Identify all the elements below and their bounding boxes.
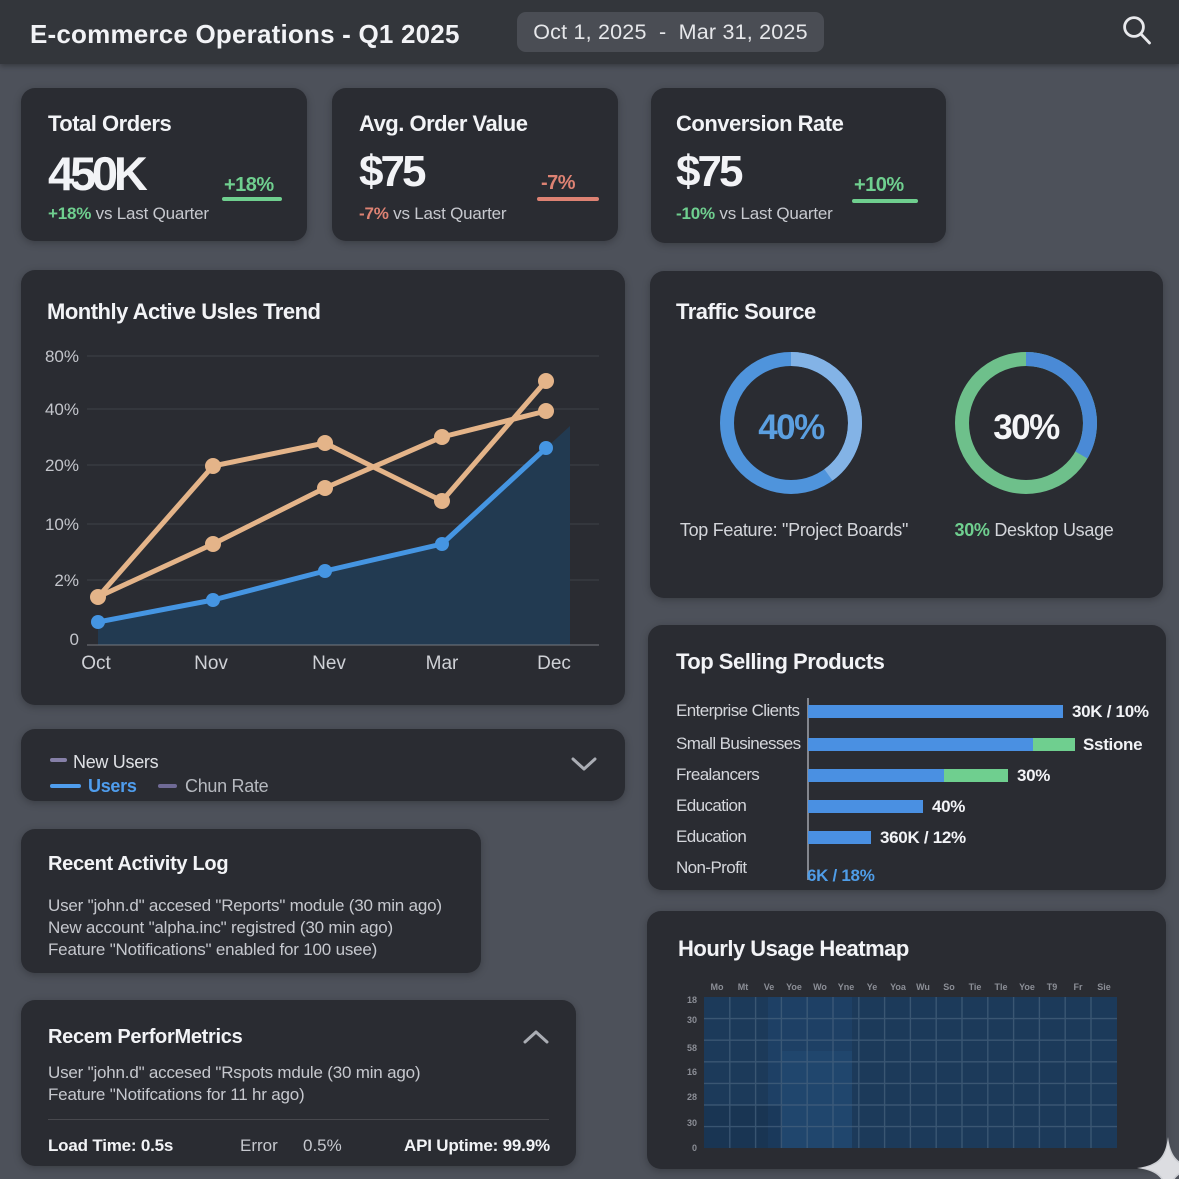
svg-text:Mo: Mo [711, 982, 724, 992]
svg-text:Ve: Ve [764, 982, 775, 992]
svg-text:28: 28 [687, 1092, 697, 1102]
svg-text:80%: 80% [45, 347, 79, 366]
svg-text:Yne: Yne [838, 982, 855, 992]
svg-text:Dec: Dec [537, 653, 571, 674]
svg-text:0: 0 [70, 630, 79, 649]
svg-text:Nev: Nev [312, 653, 346, 674]
svg-text:30% Desktop Usage: 30% Desktop Usage [954, 520, 1113, 540]
svg-text:58: 58 [687, 1043, 697, 1053]
svg-text:30%: 30% [993, 408, 1060, 447]
svg-text:10%: 10% [45, 515, 79, 534]
svg-text:Nov: Nov [194, 653, 228, 674]
svg-text:16: 16 [687, 1067, 697, 1077]
svg-text:Wo: Wo [813, 982, 827, 992]
svg-text:So: So [943, 982, 955, 992]
svg-text:Yoe: Yoe [786, 982, 802, 992]
svg-text:Mar: Mar [426, 653, 459, 674]
svg-text:T9: T9 [1047, 982, 1058, 992]
svg-text:40%: 40% [758, 408, 825, 447]
svg-text:Yoa: Yoa [890, 982, 907, 992]
svg-text:40%: 40% [45, 400, 79, 419]
svg-text:0: 0 [692, 1143, 697, 1153]
svg-text:Yoe: Yoe [1019, 982, 1035, 992]
svg-text:30: 30 [687, 1015, 697, 1025]
svg-text:Fr: Fr [1074, 982, 1083, 992]
svg-text:Tie: Tie [969, 982, 982, 992]
svg-text:18: 18 [687, 995, 697, 1005]
svg-text:Mt: Mt [738, 982, 749, 992]
svg-text:Sie: Sie [1097, 982, 1111, 992]
svg-text:2%: 2% [54, 571, 79, 590]
svg-text:Ye: Ye [867, 982, 878, 992]
svg-text:Top Feature: "Project Boards": Top Feature: "Project Boards" [680, 520, 908, 540]
svg-text:30: 30 [687, 1118, 697, 1128]
svg-text:Oct: Oct [81, 653, 111, 674]
svg-text:20%: 20% [45, 456, 79, 475]
svg-text:Wu: Wu [916, 982, 930, 992]
svg-text:Tle: Tle [994, 982, 1007, 992]
